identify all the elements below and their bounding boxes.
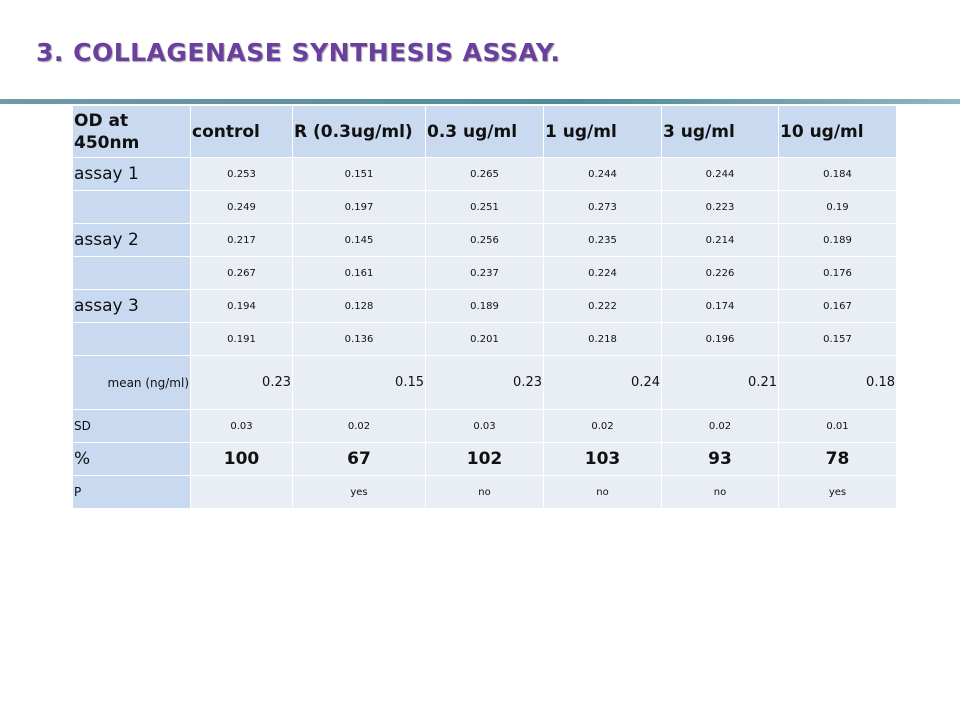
cell: control: [190, 105, 293, 158]
table-row: mean (ng/ml) 0.23 0.15 0.23 0.24 0.21 0.18: [72, 355, 897, 410]
cell: R (0.3ug/ml): [292, 105, 426, 158]
cell: 0.249: [190, 190, 293, 224]
table-row: 0.191 0.136 0.201 0.218 0.196 0.157: [72, 322, 897, 356]
row-label: OD at 450nm: [72, 105, 191, 158]
cell: 0.224: [543, 256, 662, 290]
title-rule: [0, 99, 960, 104]
header-row: OD at 450nm control R (0.3ug/ml) 0.3 ug/ml 1…: [72, 105, 897, 158]
cell: 0.176: [778, 256, 897, 290]
cell: 0.217: [190, 223, 293, 257]
cell: 0.23: [425, 355, 544, 410]
row-label: P: [72, 475, 191, 509]
cell: 0.256: [425, 223, 544, 257]
cell: 3 ug/ml: [661, 105, 779, 158]
table-row: assay 1 0.253 0.151 0.265 0.244 0.244 0.184: [72, 157, 897, 191]
cell: 0.223: [661, 190, 779, 224]
row-label: assay 2: [72, 223, 191, 257]
row-label: mean (ng/ml): [72, 355, 191, 410]
cell: 0.194: [190, 289, 293, 323]
cell: 0.03: [190, 409, 293, 443]
cell: 0.128: [292, 289, 426, 323]
table-row: SD 0.03 0.02 0.03 0.02 0.02 0.01: [72, 409, 897, 443]
cell: 0.196: [661, 322, 779, 356]
cell: no: [661, 475, 779, 509]
cell: 0.184: [778, 157, 897, 191]
cell: 0.01: [778, 409, 897, 443]
cell: 0.03: [425, 409, 544, 443]
cell: 0.201: [425, 322, 544, 356]
cell: 0.191: [190, 322, 293, 356]
cell: 0.174: [661, 289, 779, 323]
cell: 0.157: [778, 322, 897, 356]
cell: 0.145: [292, 223, 426, 257]
table-row: assay 3 0.194 0.128 0.189 0.222 0.174 0.167: [72, 289, 897, 323]
cell: yes: [292, 475, 426, 509]
cell: 0.3 ug/ml: [425, 105, 544, 158]
cell: 67: [292, 442, 426, 476]
cell: 0.214: [661, 223, 779, 257]
cell: 0.226: [661, 256, 779, 290]
row-label: [72, 322, 191, 356]
cell: no: [543, 475, 662, 509]
cell: 102: [425, 442, 544, 476]
cell: 93: [661, 442, 779, 476]
table-row: 0.267 0.161 0.237 0.224 0.226 0.176: [72, 256, 897, 290]
table-row: assay 2 0.217 0.145 0.256 0.235 0.214 0.189: [72, 223, 897, 257]
cell: 0.19: [778, 190, 897, 224]
row-label: assay 1: [72, 157, 191, 191]
cell: 10 ug/ml: [778, 105, 897, 158]
cell: 0.237: [425, 256, 544, 290]
cell: 0.02: [661, 409, 779, 443]
cell: 0.244: [661, 157, 779, 191]
row-label: SD: [72, 409, 191, 443]
cell: yes: [778, 475, 897, 509]
cell: 0.15: [292, 355, 426, 410]
cell: 0.151: [292, 157, 426, 191]
cell: no: [425, 475, 544, 509]
slide-title: 3. COLLAGENASE SYNTHESIS ASSAY.: [36, 38, 561, 67]
cell: [190, 475, 293, 509]
cell: 0.218: [543, 322, 662, 356]
cell: 0.23: [190, 355, 293, 410]
row-label: %: [72, 442, 191, 476]
cell: 0.189: [425, 289, 544, 323]
cell: 103: [543, 442, 662, 476]
cell: 0.273: [543, 190, 662, 224]
row-label: [72, 256, 191, 290]
cell: 0.02: [292, 409, 426, 443]
table-row: 0.249 0.197 0.251 0.273 0.223 0.19: [72, 190, 897, 224]
row-label: assay 3: [72, 289, 191, 323]
row-label: [72, 190, 191, 224]
cell: 100: [190, 442, 293, 476]
cell: 0.18: [778, 355, 897, 410]
cell: 0.189: [778, 223, 897, 257]
cell: 0.251: [425, 190, 544, 224]
cell: 0.02: [543, 409, 662, 443]
cell: 0.21: [661, 355, 779, 410]
cell: 0.24: [543, 355, 662, 410]
cell: 0.265: [425, 157, 544, 191]
cell: 1 ug/ml: [543, 105, 662, 158]
cell: 0.222: [543, 289, 662, 323]
cell: 0.197: [292, 190, 426, 224]
data-table: OD at 450nm control R (0.3ug/ml) 0.3 ug/ml 1…: [72, 105, 897, 509]
cell: 0.161: [292, 256, 426, 290]
cell: 0.235: [543, 223, 662, 257]
cell: 0.136: [292, 322, 426, 356]
cell: 0.244: [543, 157, 662, 191]
cell: 0.253: [190, 157, 293, 191]
cell: 0.167: [778, 289, 897, 323]
table-row: % 100 67 102 103 93 78: [72, 442, 897, 476]
cell: 78: [778, 442, 897, 476]
table-body: OD at 450nm control R (0.3ug/ml) 0.3 ug/ml 1…: [72, 105, 897, 509]
cell: 0.267: [190, 256, 293, 290]
